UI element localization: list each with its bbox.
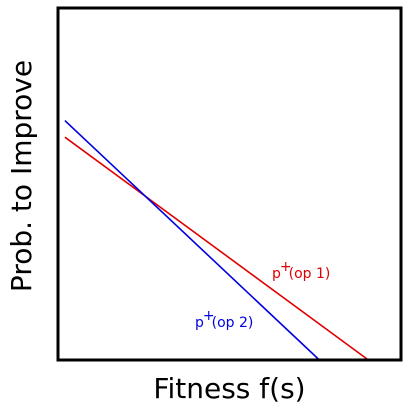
plot-area [64,120,369,361]
series-label-base: p [272,266,281,282]
series-label-op2: p+(op 2) [195,308,253,331]
series-label-op1: p+(op 1) [272,259,330,282]
series-labels: p+(op 1)p+(op 2) [195,259,330,331]
series-label-base: p [195,315,204,331]
plot-frame [56,6,403,362]
series-line-op1 [64,136,369,361]
series-label-rest: (op 1) [289,266,331,282]
y-axis-label: Prob. to Improve [5,60,38,292]
series-label-sup: + [280,259,292,275]
x-axis-label: Fitness f(s) [153,372,305,403]
series-label-sup: + [203,308,215,324]
series-label-rest: (op 2) [212,315,254,331]
series-line-op2 [64,120,320,361]
